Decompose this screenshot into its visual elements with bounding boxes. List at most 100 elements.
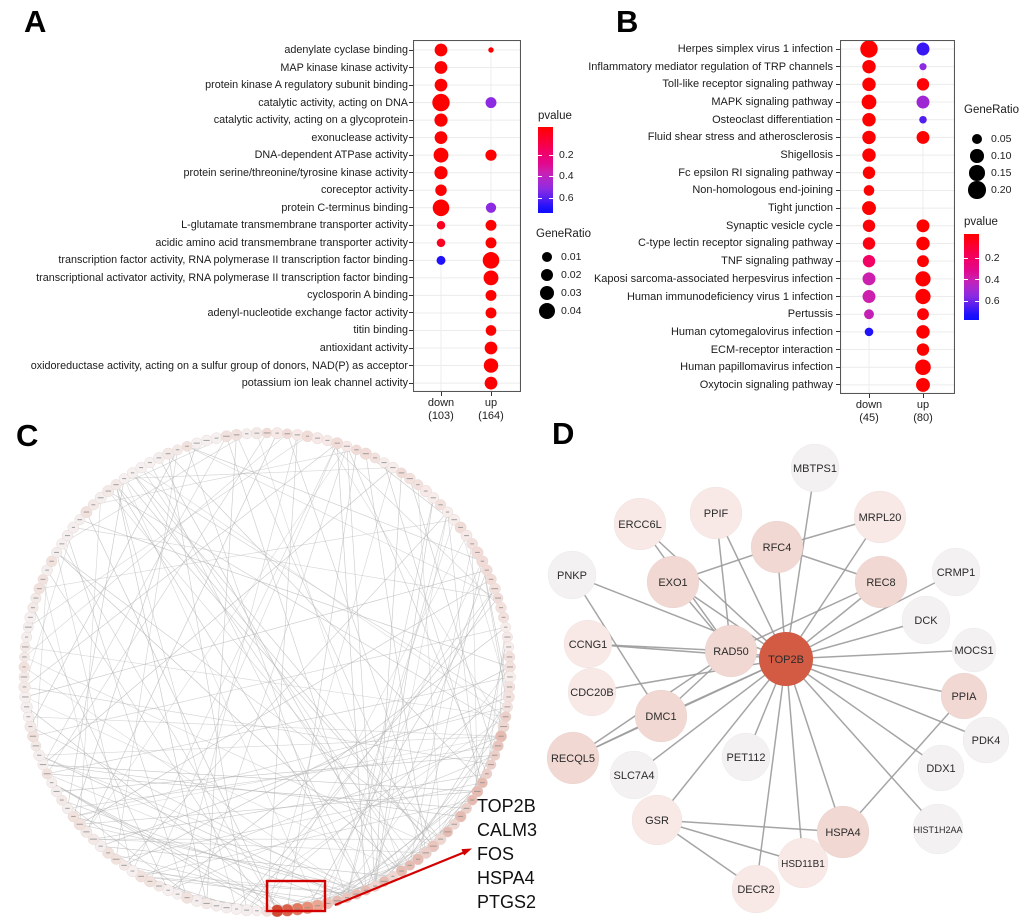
network-node: GSR	[631, 794, 683, 846]
ring-node-microlabel	[362, 453, 369, 455]
network-edge	[79, 791, 478, 825]
network-node-label: PET112	[727, 752, 766, 764]
y-axis-tick	[409, 67, 413, 69]
network-node: MBTPS1	[790, 443, 840, 493]
dot-up	[916, 78, 930, 91]
network-edge	[42, 467, 394, 765]
dot-down	[434, 113, 448, 127]
network-node-label: HSD11B1	[781, 859, 825, 870]
ring-node-microlabel	[406, 478, 413, 480]
network-edge	[61, 799, 338, 902]
term-label: exonuclease activity	[311, 131, 408, 144]
pvalue-legend-title: pvalue	[964, 216, 998, 228]
ring-node-microlabel	[213, 905, 220, 907]
network-edge	[24, 433, 288, 658]
ring-node-microlabel	[399, 870, 404, 872]
pvalue-tick-label: 0.6	[985, 295, 1000, 308]
network-edge	[785, 571, 957, 660]
network-edge	[61, 799, 197, 902]
dot-up	[919, 63, 927, 71]
legend-size-label: 0.01	[561, 251, 582, 263]
network-edge	[730, 581, 882, 652]
network-node-label: PPIF	[704, 508, 729, 520]
dot-down	[862, 59, 876, 74]
term-label: antioxidant activity	[319, 342, 408, 354]
panel-a-label: A	[24, 4, 47, 39]
dot-up	[915, 359, 931, 376]
term-label: Herpes simplex virus 1 infection	[677, 43, 833, 55]
dot-up	[916, 343, 930, 356]
ring-node-microlabel	[506, 646, 512, 648]
dot-up	[485, 97, 497, 109]
x-axis-tick	[440, 392, 442, 396]
y-axis-tick	[409, 259, 413, 261]
network-edge	[46, 432, 268, 774]
pvalue-tick-dash	[975, 279, 979, 281]
annotation-arrowhead	[461, 848, 472, 856]
network-edge	[374, 472, 402, 887]
network-edge	[785, 516, 881, 660]
term-label: ECM-receptor interaction	[710, 343, 833, 356]
network-node: PDK4	[962, 716, 1010, 764]
y-axis-tick	[409, 277, 413, 279]
network-node-label: TOP2B	[768, 654, 804, 666]
ring-node-microlabel	[451, 519, 457, 521]
ring-node-microlabel	[502, 716, 509, 718]
network-edge	[141, 876, 338, 902]
pvalue-tick-label: 0.4	[985, 273, 1000, 286]
network-edge	[417, 484, 441, 840]
ring-node-microlabel	[484, 569, 489, 571]
network-node: PET112	[721, 732, 771, 782]
network-edge	[433, 696, 509, 847]
pvalue-tick-label: 0.2	[559, 149, 574, 162]
ring-node-microlabel	[235, 908, 239, 910]
ring-node-microlabel	[498, 735, 504, 737]
term-label: Kaposi sarcoma-associated herpesvirus in…	[593, 272, 833, 285]
network-edge	[24, 442, 338, 688]
y-axis-tick	[409, 224, 413, 226]
ring-node-microlabel	[391, 875, 395, 877]
dot-down	[434, 43, 448, 57]
ring-node-microlabel	[333, 900, 341, 902]
network-edge	[115, 484, 237, 910]
term-label: protein serine/threonine/tyrosine kinase…	[183, 166, 408, 179]
ring-node-microlabel	[373, 457, 378, 459]
network-edge	[374, 791, 478, 887]
ring-node-microlabel	[77, 519, 83, 521]
term-label: Osteoclast differentiation	[712, 113, 833, 126]
network-edge	[25, 696, 402, 872]
x-axis-label: down (103)	[411, 397, 471, 423]
ring-node-microlabel	[244, 433, 249, 435]
network-node-label: HIST1H2AA	[913, 825, 962, 835]
network-edge	[115, 484, 207, 904]
network-edge	[297, 838, 441, 910]
ring-node-microlabel	[65, 535, 70, 537]
term-label: Inflammatory mediator regulation of TRP …	[588, 60, 833, 73]
ring-node-microlabel	[65, 807, 70, 809]
ring-node-microlabel	[25, 636, 29, 638]
network-edge	[266, 535, 467, 912]
network-node-label: MRPL20	[859, 512, 902, 524]
ring-node-microlabel	[485, 773, 489, 775]
ring-node-microlabel	[28, 726, 33, 728]
network-edge	[107, 490, 419, 860]
ring-node-microlabel	[306, 435, 310, 437]
network-node: RAD50	[704, 624, 758, 678]
x-count: (80)	[913, 412, 933, 424]
network-node: REC8	[854, 555, 908, 609]
dot-down	[862, 148, 876, 162]
x-category: up	[916, 399, 930, 411]
ring-node-microlabel	[203, 902, 210, 904]
network-node-label: HSPA4	[825, 827, 860, 839]
dot-down	[862, 272, 876, 286]
network-edge	[365, 570, 488, 891]
ppi-subnetwork: MBTPS1 ERCC6L PPIF RFC4 MRPL20 PNKP EXO1 REC8 CR…	[546, 443, 1010, 914]
network-edge	[61, 543, 278, 911]
term-label: Tight junction	[767, 202, 833, 215]
go-dotplot	[413, 40, 521, 392]
term-label: Human papillomavirus infection	[680, 361, 833, 374]
network-edge	[46, 773, 348, 899]
network-edge	[417, 561, 483, 860]
ring-node-microlabel	[451, 823, 457, 825]
y-axis-tick	[409, 207, 413, 209]
